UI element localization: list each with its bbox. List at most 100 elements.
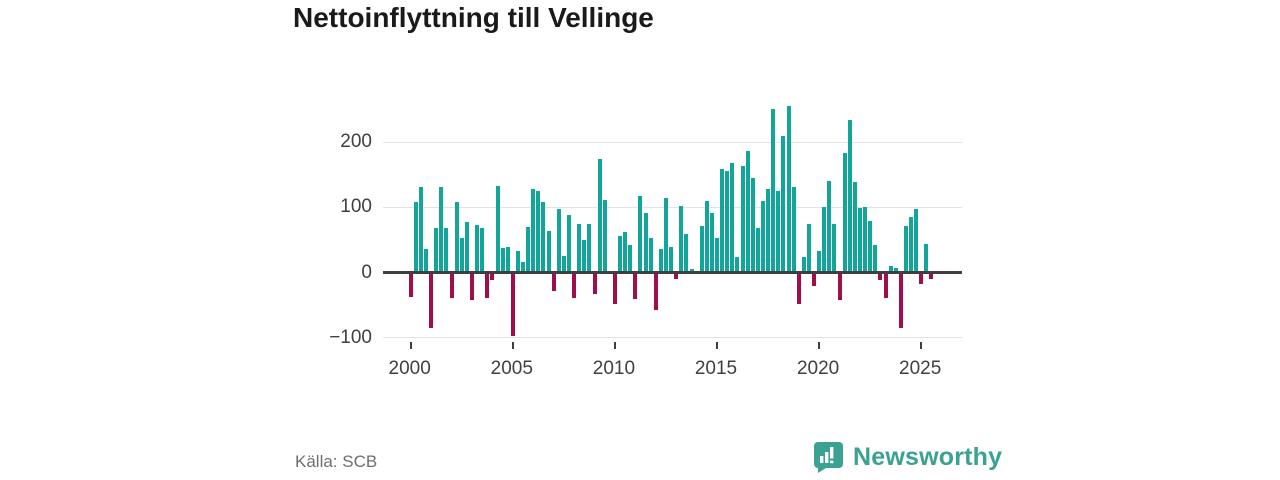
bar-2025-q2 xyxy=(924,244,929,272)
bar-2005-q4 xyxy=(526,227,531,272)
bar-2014-q2 xyxy=(699,226,704,272)
bar-2000-q2 xyxy=(413,201,418,272)
bar-2018-q1 xyxy=(776,190,781,272)
brand-logo: Newsworthy xyxy=(813,441,1002,474)
bar-2019-q4 xyxy=(812,274,816,286)
bar-2018-q2 xyxy=(781,136,786,272)
bar-2002-q4 xyxy=(464,221,469,272)
bar-2006-q1 xyxy=(531,189,536,272)
bar-2020-q1 xyxy=(817,250,822,272)
bar-2025-q3 xyxy=(929,274,934,280)
bar-2024-q3 xyxy=(909,216,913,272)
x-axis-line xyxy=(383,271,962,274)
bar-2022-q2 xyxy=(863,206,867,272)
source-note: Källa: SCB xyxy=(295,452,378,471)
y-tick-label: −100 xyxy=(329,327,372,348)
bar-2006-q3 xyxy=(541,202,546,272)
bar-2005-q2 xyxy=(515,251,520,272)
bar-2001-q3 xyxy=(439,186,444,272)
bar-2017-q2 xyxy=(760,200,765,272)
bar-2008-q2 xyxy=(577,224,582,272)
bar-2021-q3 xyxy=(847,120,852,272)
x-tick-2025 xyxy=(920,342,923,349)
bar-2022-q4 xyxy=(873,244,878,272)
bar-2017-q4 xyxy=(771,109,776,272)
bar-2012-q1 xyxy=(653,274,658,310)
bar-2013-q4 xyxy=(689,269,694,272)
bar-2023-q1 xyxy=(878,274,883,280)
bar-2000-q4 xyxy=(424,248,428,272)
bar-2019-q3 xyxy=(806,224,811,272)
bar-2007-q2 xyxy=(556,209,561,272)
bar-2011-q2 xyxy=(638,196,643,272)
bar-2013-q1 xyxy=(674,274,679,280)
x-tick-2005 xyxy=(511,342,514,349)
bar-2003-q3 xyxy=(480,227,485,272)
gridline--100 xyxy=(383,337,962,338)
bar-2012-q2 xyxy=(658,248,663,272)
bar-2015-q2 xyxy=(720,169,725,272)
bar-2021-q2 xyxy=(842,153,847,272)
bar-2015-q1 xyxy=(715,238,719,272)
bar-2020-q4 xyxy=(832,223,837,272)
bar-2011-q1 xyxy=(633,274,638,300)
bar-2004-q4 xyxy=(505,247,510,272)
bar-2016-q4 xyxy=(750,177,755,272)
bar-2017-q3 xyxy=(766,188,770,272)
x-tick-2000 xyxy=(409,342,412,349)
bar-2015-q4 xyxy=(730,162,735,272)
brand-name: Newsworthy xyxy=(853,443,1003,471)
x-tick-2010 xyxy=(613,342,616,349)
bar-2002-q3 xyxy=(459,238,464,272)
bar-2025-q1 xyxy=(919,274,924,285)
bar-2020-q2 xyxy=(822,206,827,272)
bar-2024-q2 xyxy=(903,225,908,272)
bar-2007-q3 xyxy=(561,255,566,272)
bar-2010-q1 xyxy=(612,274,617,304)
page-title: Nettoinflyttning till Vellinge xyxy=(293,2,654,33)
x-tick-2015 xyxy=(716,342,718,349)
gridline-200 xyxy=(383,142,962,143)
bar-2001-q4 xyxy=(444,227,449,272)
bar-2020-q3 xyxy=(827,181,832,272)
bar-2004-q3 xyxy=(500,247,505,272)
x-tick-label: 2015 xyxy=(694,358,738,379)
bar-2017-q1 xyxy=(755,228,760,272)
bar-2023-q2 xyxy=(883,274,888,298)
bar-2021-q4 xyxy=(852,182,857,272)
bar-2016-q3 xyxy=(745,151,750,272)
x-tick-label: 2020 xyxy=(796,358,840,379)
bar-2005-q1 xyxy=(510,274,515,336)
bar-2022-q3 xyxy=(868,220,873,272)
bar-2009-q2 xyxy=(597,158,602,272)
bar-2008-q4 xyxy=(587,223,592,272)
gridline-100 xyxy=(383,207,962,208)
bar-2001-q1 xyxy=(429,274,434,329)
bar-2007-q4 xyxy=(567,214,571,272)
x-tick-label: 2000 xyxy=(388,358,431,379)
bar-2004-q1 xyxy=(490,274,495,280)
bar-2014-q3 xyxy=(704,200,709,272)
bar-2002-q2 xyxy=(454,202,459,272)
bar-2013-q3 xyxy=(684,234,689,272)
bar-2009-q3 xyxy=(602,200,607,272)
bar-2018-q4 xyxy=(791,186,796,272)
bar-2014-q4 xyxy=(709,213,714,272)
bar-2006-q2 xyxy=(536,190,541,272)
bar-2010-q3 xyxy=(623,231,628,272)
bar-2013-q2 xyxy=(679,206,684,272)
bar-2010-q4 xyxy=(628,244,633,272)
bar-2023-q3 xyxy=(888,265,893,272)
bar-2005-q3 xyxy=(521,262,525,272)
bar-2001-q2 xyxy=(434,228,439,272)
bar-2012-q3 xyxy=(664,197,668,272)
x-tick-label: 2005 xyxy=(490,358,533,379)
bar-2003-q2 xyxy=(475,225,480,272)
y-tick-label: 200 xyxy=(340,131,372,152)
y-tick-label: 0 xyxy=(361,262,372,283)
y-tick-label: 100 xyxy=(340,196,372,217)
bar-2016-q1 xyxy=(735,257,740,272)
bar-2019-q1 xyxy=(796,274,801,304)
x-tick-2020 xyxy=(818,342,821,349)
